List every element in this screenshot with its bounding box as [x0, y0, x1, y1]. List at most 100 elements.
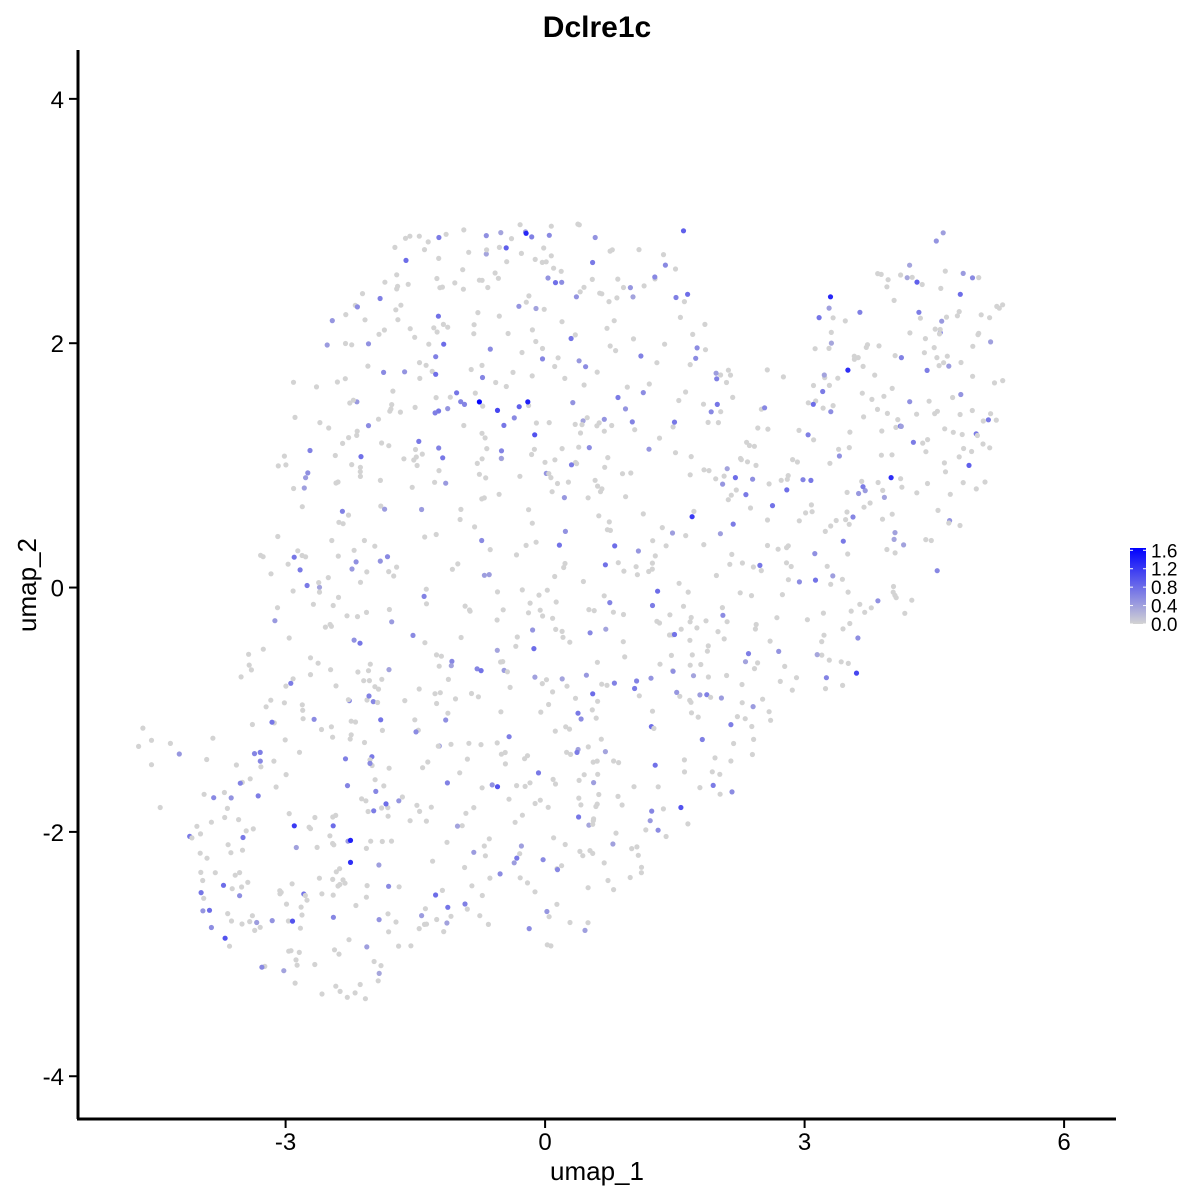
- cell-point: [519, 587, 525, 593]
- cell-point: [286, 811, 292, 817]
- cell-point: [784, 487, 790, 493]
- cell-point: [727, 372, 734, 378]
- cell-point: [422, 906, 428, 912]
- cell-point: [525, 610, 532, 616]
- cell-point: [978, 312, 984, 318]
- cell-point: [610, 609, 617, 615]
- cell-point: [412, 404, 418, 410]
- cell-point: [601, 416, 607, 422]
- cell-point: [550, 615, 556, 621]
- cell-point: [793, 675, 800, 681]
- cell-point: [916, 309, 922, 315]
- cell-point: [575, 221, 581, 227]
- cell-point: [522, 783, 528, 790]
- cell-point: [283, 683, 289, 689]
- cell-point: [921, 350, 928, 356]
- cell-point: [379, 727, 385, 734]
- cell-point: [687, 662, 693, 668]
- cell-point: [737, 590, 743, 596]
- cell-point: [591, 608, 597, 614]
- cell-point: [349, 462, 355, 468]
- cell-point: [694, 625, 700, 631]
- cell-point: [468, 366, 474, 373]
- cell-point-high: [853, 670, 860, 676]
- cell-point: [552, 728, 558, 734]
- cell-point: [706, 468, 712, 474]
- cell-point: [683, 533, 689, 539]
- cell-point: [396, 943, 402, 949]
- cell-point: [898, 476, 904, 482]
- cell-point: [899, 484, 905, 490]
- cell-point: [458, 399, 464, 405]
- cell-point: [433, 531, 439, 538]
- cell-point: [443, 480, 449, 486]
- cell-point: [892, 530, 898, 536]
- x-tick-label: 3: [798, 1129, 811, 1156]
- cell-point: [601, 860, 607, 866]
- cell-point: [335, 479, 341, 485]
- cell-point: [444, 780, 450, 786]
- cell-point: [523, 299, 529, 305]
- cell-point-high: [888, 475, 894, 481]
- cell-point: [809, 509, 815, 515]
- cell-point-high: [914, 279, 920, 285]
- cell-point: [892, 353, 898, 359]
- cell-point: [328, 724, 334, 730]
- cell-point: [751, 443, 758, 449]
- cell-point: [580, 853, 586, 859]
- cell-point: [576, 444, 582, 450]
- cell-point: [258, 552, 264, 558]
- cell-point: [864, 342, 871, 348]
- cell-point: [316, 589, 323, 595]
- cell-point: [472, 390, 478, 396]
- cell-point: [581, 284, 587, 290]
- cell-point: [572, 332, 578, 338]
- cell-point: [382, 279, 388, 285]
- cell-point: [518, 250, 525, 256]
- cell-point: [495, 275, 501, 281]
- cell-point-high: [966, 462, 972, 468]
- cell-point-high: [957, 291, 963, 297]
- cell-point: [537, 607, 543, 613]
- cell-point: [543, 677, 550, 683]
- cell-point: [225, 911, 231, 917]
- cell-point-high: [347, 837, 354, 844]
- x-tick-label: 6: [1057, 1129, 1070, 1156]
- cell-point: [715, 629, 721, 635]
- cell-point: [862, 609, 868, 615]
- cell-point: [932, 411, 938, 417]
- cell-point: [347, 400, 353, 406]
- cell-point: [728, 722, 734, 728]
- cell-point: [697, 785, 703, 791]
- y-tick-label: -4: [43, 1064, 64, 1091]
- cell-point: [478, 668, 484, 674]
- cell-point: [845, 660, 851, 667]
- cell-point-high: [503, 245, 509, 251]
- cell-point: [513, 552, 520, 558]
- cell-point: [275, 463, 281, 469]
- cell-point: [386, 667, 392, 673]
- cell-point: [377, 558, 383, 564]
- cell-point: [340, 521, 346, 527]
- cell-point: [333, 983, 339, 989]
- cell-point: [611, 758, 617, 764]
- cell-point-high: [680, 228, 687, 234]
- cell-point: [844, 509, 850, 515]
- cell-point: [342, 340, 349, 347]
- cell-point: [839, 576, 846, 582]
- cell-point: [286, 635, 292, 641]
- cell-point: [452, 280, 458, 286]
- cell-point: [567, 919, 573, 926]
- cell-point: [585, 885, 591, 891]
- cell-point: [329, 318, 335, 324]
- cell-point: [648, 675, 654, 681]
- cell-point: [836, 446, 842, 452]
- cell-point: [136, 743, 142, 750]
- cell-point: [372, 684, 378, 690]
- cell-point: [826, 382, 833, 388]
- colorbar-legend: 0.00.40.81.21.6: [1130, 541, 1178, 636]
- cell-point: [826, 657, 832, 663]
- cell-point: [840, 626, 846, 632]
- cell-point: [543, 259, 549, 265]
- cell-point: [366, 678, 372, 684]
